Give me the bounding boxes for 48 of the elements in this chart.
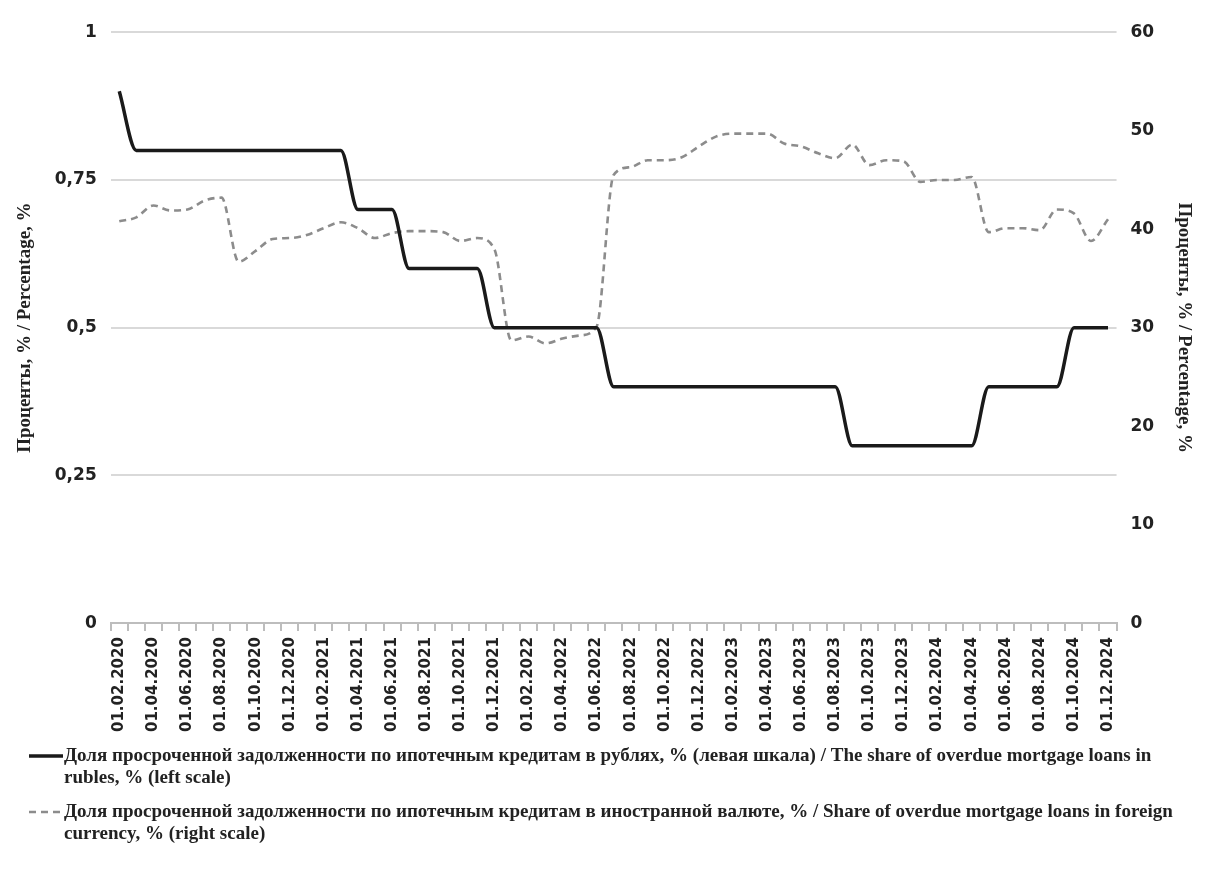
- y-tick-label: 0: [84, 611, 97, 632]
- x-tick-label: 01.08.2024: [1029, 637, 1048, 733]
- x-tick-label: 01.08.2022: [620, 637, 639, 733]
- x-tick-label: 01.04.2024: [961, 637, 980, 733]
- x-tick-label: 01.04.2023: [756, 637, 775, 733]
- x-tick-label: 01.02.2022: [518, 637, 537, 733]
- x-tick-label: 01.10.2022: [654, 637, 673, 733]
- x-tick-label: 01.02.2020: [109, 637, 128, 733]
- x-tick-label: 01.02.2023: [722, 637, 741, 733]
- line-series: [117, 89, 1110, 448]
- y2-axis-title: Проценты, % / Percentage, %: [1174, 202, 1196, 453]
- y2-tick-label: 20: [1130, 414, 1155, 435]
- legend-label: Доля просроченной задолженности по ипотечным кредитам в рублях, % (левая шкала) / The share of overdue mortgage loans in rubles, % (left scale): [64, 744, 1153, 788]
- x-tick-label: 01.04.2020: [143, 637, 162, 733]
- y2-tick-label: 10: [1130, 513, 1155, 534]
- x-tick-label: 01.02.2024: [927, 637, 946, 733]
- x-tick-label: 01.04.2022: [552, 637, 571, 733]
- x-tick-label: 01.12.2021: [484, 637, 503, 733]
- x-tick-label: 01.12.2022: [688, 637, 707, 733]
- y2-tick-label: 40: [1130, 217, 1155, 238]
- y-axis-title: Проценты, % / Percentage, %: [13, 202, 35, 453]
- x-tick-label: 01.08.2023: [825, 637, 844, 733]
- x-tick-label: 01.06.2024: [995, 637, 1014, 733]
- x-tick-label: 01.06.2022: [586, 637, 605, 733]
- y2-tick-label: 60: [1130, 20, 1155, 41]
- x-tick-label: 01.12.2024: [1097, 637, 1116, 733]
- x-tick-label: 01.02.2021: [313, 637, 332, 733]
- y2-tick-label: 50: [1130, 119, 1155, 140]
- y2-tick-label: 30: [1130, 316, 1155, 337]
- x-tick-label: 01.12.2020: [279, 637, 298, 733]
- x-tick-label: 01.06.2020: [177, 637, 196, 733]
- line-series: [117, 132, 1110, 345]
- x-tick-label: 01.10.2020: [245, 637, 264, 733]
- x-tick-label: 01.08.2021: [416, 637, 435, 733]
- x-tick-label: 01.06.2023: [791, 637, 810, 733]
- y2-tick-label: 0: [1130, 611, 1143, 632]
- y-tick-label: 1: [84, 20, 97, 41]
- x-tick-label: 01.12.2023: [893, 637, 912, 733]
- x-tick-label: 01.10.2024: [1063, 637, 1082, 733]
- x-tick-label: 01.10.2023: [859, 637, 878, 733]
- x-tick-label: 01.10.2021: [450, 637, 469, 733]
- y-tick-label: 0,25: [54, 463, 97, 484]
- y-tick-label: 0,75: [54, 168, 97, 189]
- x-tick-label: 01.06.2021: [381, 637, 400, 733]
- x-tick-label: 01.04.2021: [347, 637, 366, 733]
- x-tick-label: 01.08.2020: [211, 637, 230, 733]
- legend-label: Доля просроченной задолженности по ипотечным кредитам в иностранной валюте, % / Share of overdue mortgage loans in foreign currency, % (right scale): [64, 800, 1174, 844]
- y-tick-label: 0,5: [66, 316, 97, 337]
